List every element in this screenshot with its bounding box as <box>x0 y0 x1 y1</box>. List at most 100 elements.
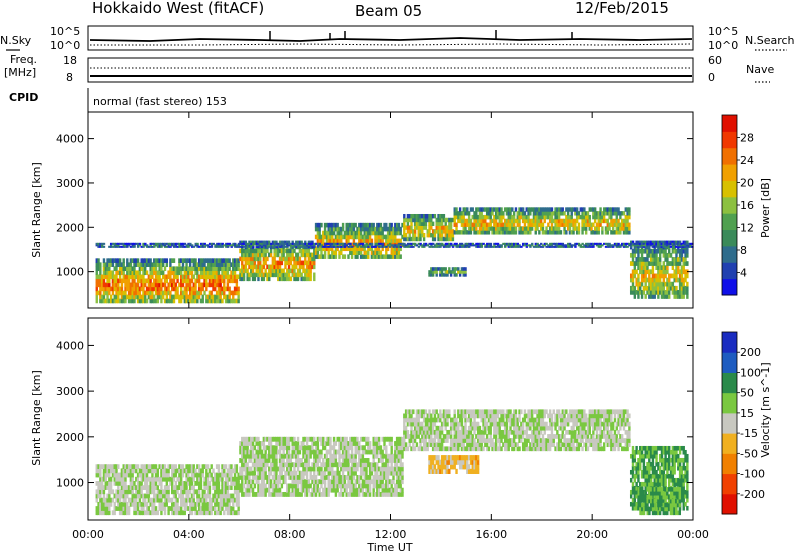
echo-cell <box>120 298 124 304</box>
echo-cell <box>345 466 348 472</box>
echo-cell <box>206 493 210 499</box>
echo-cell <box>347 230 350 236</box>
echo-cell <box>215 258 219 263</box>
echo-cell <box>109 501 113 507</box>
echo-cell <box>140 464 143 470</box>
echo-cell <box>190 286 194 292</box>
echo-cell <box>628 226 631 231</box>
echo-cell <box>334 250 338 255</box>
echo-cell <box>248 248 251 254</box>
echo-cell <box>174 242 178 245</box>
echo-cell <box>118 286 122 292</box>
echo-cell <box>122 476 125 482</box>
echo-cell <box>666 261 669 266</box>
echo-cell <box>264 268 267 274</box>
echo-cell <box>295 479 298 485</box>
echo-cell <box>118 472 122 478</box>
echo-cell <box>172 485 176 490</box>
echo-cell <box>613 207 617 212</box>
echo-cell <box>646 248 649 254</box>
echo-cell <box>579 244 583 247</box>
echo-cell <box>160 286 163 292</box>
echo-cell <box>217 245 221 248</box>
echo-cell <box>269 445 273 451</box>
echo-cell <box>450 244 453 247</box>
echo-cell <box>120 493 124 499</box>
echo-cell <box>196 290 199 296</box>
echo-cell <box>518 222 521 227</box>
echo-cell <box>323 441 327 446</box>
echo-cell <box>640 261 644 266</box>
echo-cell <box>361 445 365 451</box>
echo-cell <box>352 226 356 232</box>
echo-cell <box>536 244 539 247</box>
echo-cell <box>286 491 289 497</box>
echo-cell <box>514 207 518 212</box>
echo-cell <box>190 497 194 503</box>
echo-cell <box>668 285 671 291</box>
echo-cell <box>657 281 660 287</box>
echo-cell <box>511 244 514 247</box>
echo-cell <box>257 245 260 248</box>
echo-cell <box>97 274 100 280</box>
echo-cell <box>253 483 257 489</box>
echo-cell <box>314 222 318 228</box>
echo-cell <box>167 286 170 292</box>
echo-cell <box>180 245 183 248</box>
echo-cell <box>199 472 203 478</box>
echo-cell <box>232 274 235 280</box>
echo-cell <box>142 266 145 272</box>
echo-cell <box>331 245 334 248</box>
echo-cell <box>350 445 354 451</box>
echo-cell <box>251 276 255 282</box>
echo-cell <box>280 458 284 463</box>
echo-cell <box>304 458 307 463</box>
echo-cell <box>397 254 401 259</box>
echo-cell <box>428 221 431 226</box>
echo-cell <box>208 501 212 507</box>
echo-cell <box>181 258 185 263</box>
echo-cell <box>223 493 226 499</box>
echo-cell <box>386 230 390 236</box>
echo-cell <box>181 266 185 272</box>
echo-cell <box>284 462 287 468</box>
echo-cell <box>648 294 651 299</box>
echo-cell <box>460 267 464 271</box>
echo-cell <box>460 245 464 248</box>
echo-cell <box>235 298 239 304</box>
echo-cell <box>113 472 116 478</box>
echo-cell <box>423 244 426 247</box>
echo-cell <box>197 286 201 292</box>
echo-cell <box>124 290 127 296</box>
echo-cell <box>151 242 154 245</box>
colorbar-segment <box>722 131 737 149</box>
echo-cell <box>619 245 622 248</box>
echo-cell <box>421 213 424 219</box>
echo-cell <box>476 218 480 224</box>
echo-cell <box>269 466 273 472</box>
echo-cell <box>626 242 629 245</box>
echo-cell <box>246 483 249 489</box>
echo-cell <box>241 264 244 270</box>
echo-cell <box>620 222 624 227</box>
echo-cell <box>484 226 487 231</box>
echo-cell <box>347 470 350 476</box>
echo-cell <box>253 470 257 476</box>
echo-cell <box>322 441 325 446</box>
echo-cell <box>352 238 356 244</box>
echo-cell <box>232 506 235 511</box>
echo-cell <box>257 449 260 455</box>
echo-cell <box>298 462 302 468</box>
echo-cell <box>99 501 102 507</box>
echo-cell <box>244 445 248 451</box>
echo-cell <box>232 270 235 276</box>
echo-cell <box>340 245 343 248</box>
echo-cell <box>230 298 233 304</box>
echo-cell <box>291 475 294 480</box>
echo-cell <box>673 277 676 283</box>
echo-cell <box>205 298 208 304</box>
echo-cell <box>599 218 602 224</box>
echo-cell <box>327 436 330 442</box>
echo-cell <box>309 264 312 270</box>
echo-cell <box>241 276 244 282</box>
